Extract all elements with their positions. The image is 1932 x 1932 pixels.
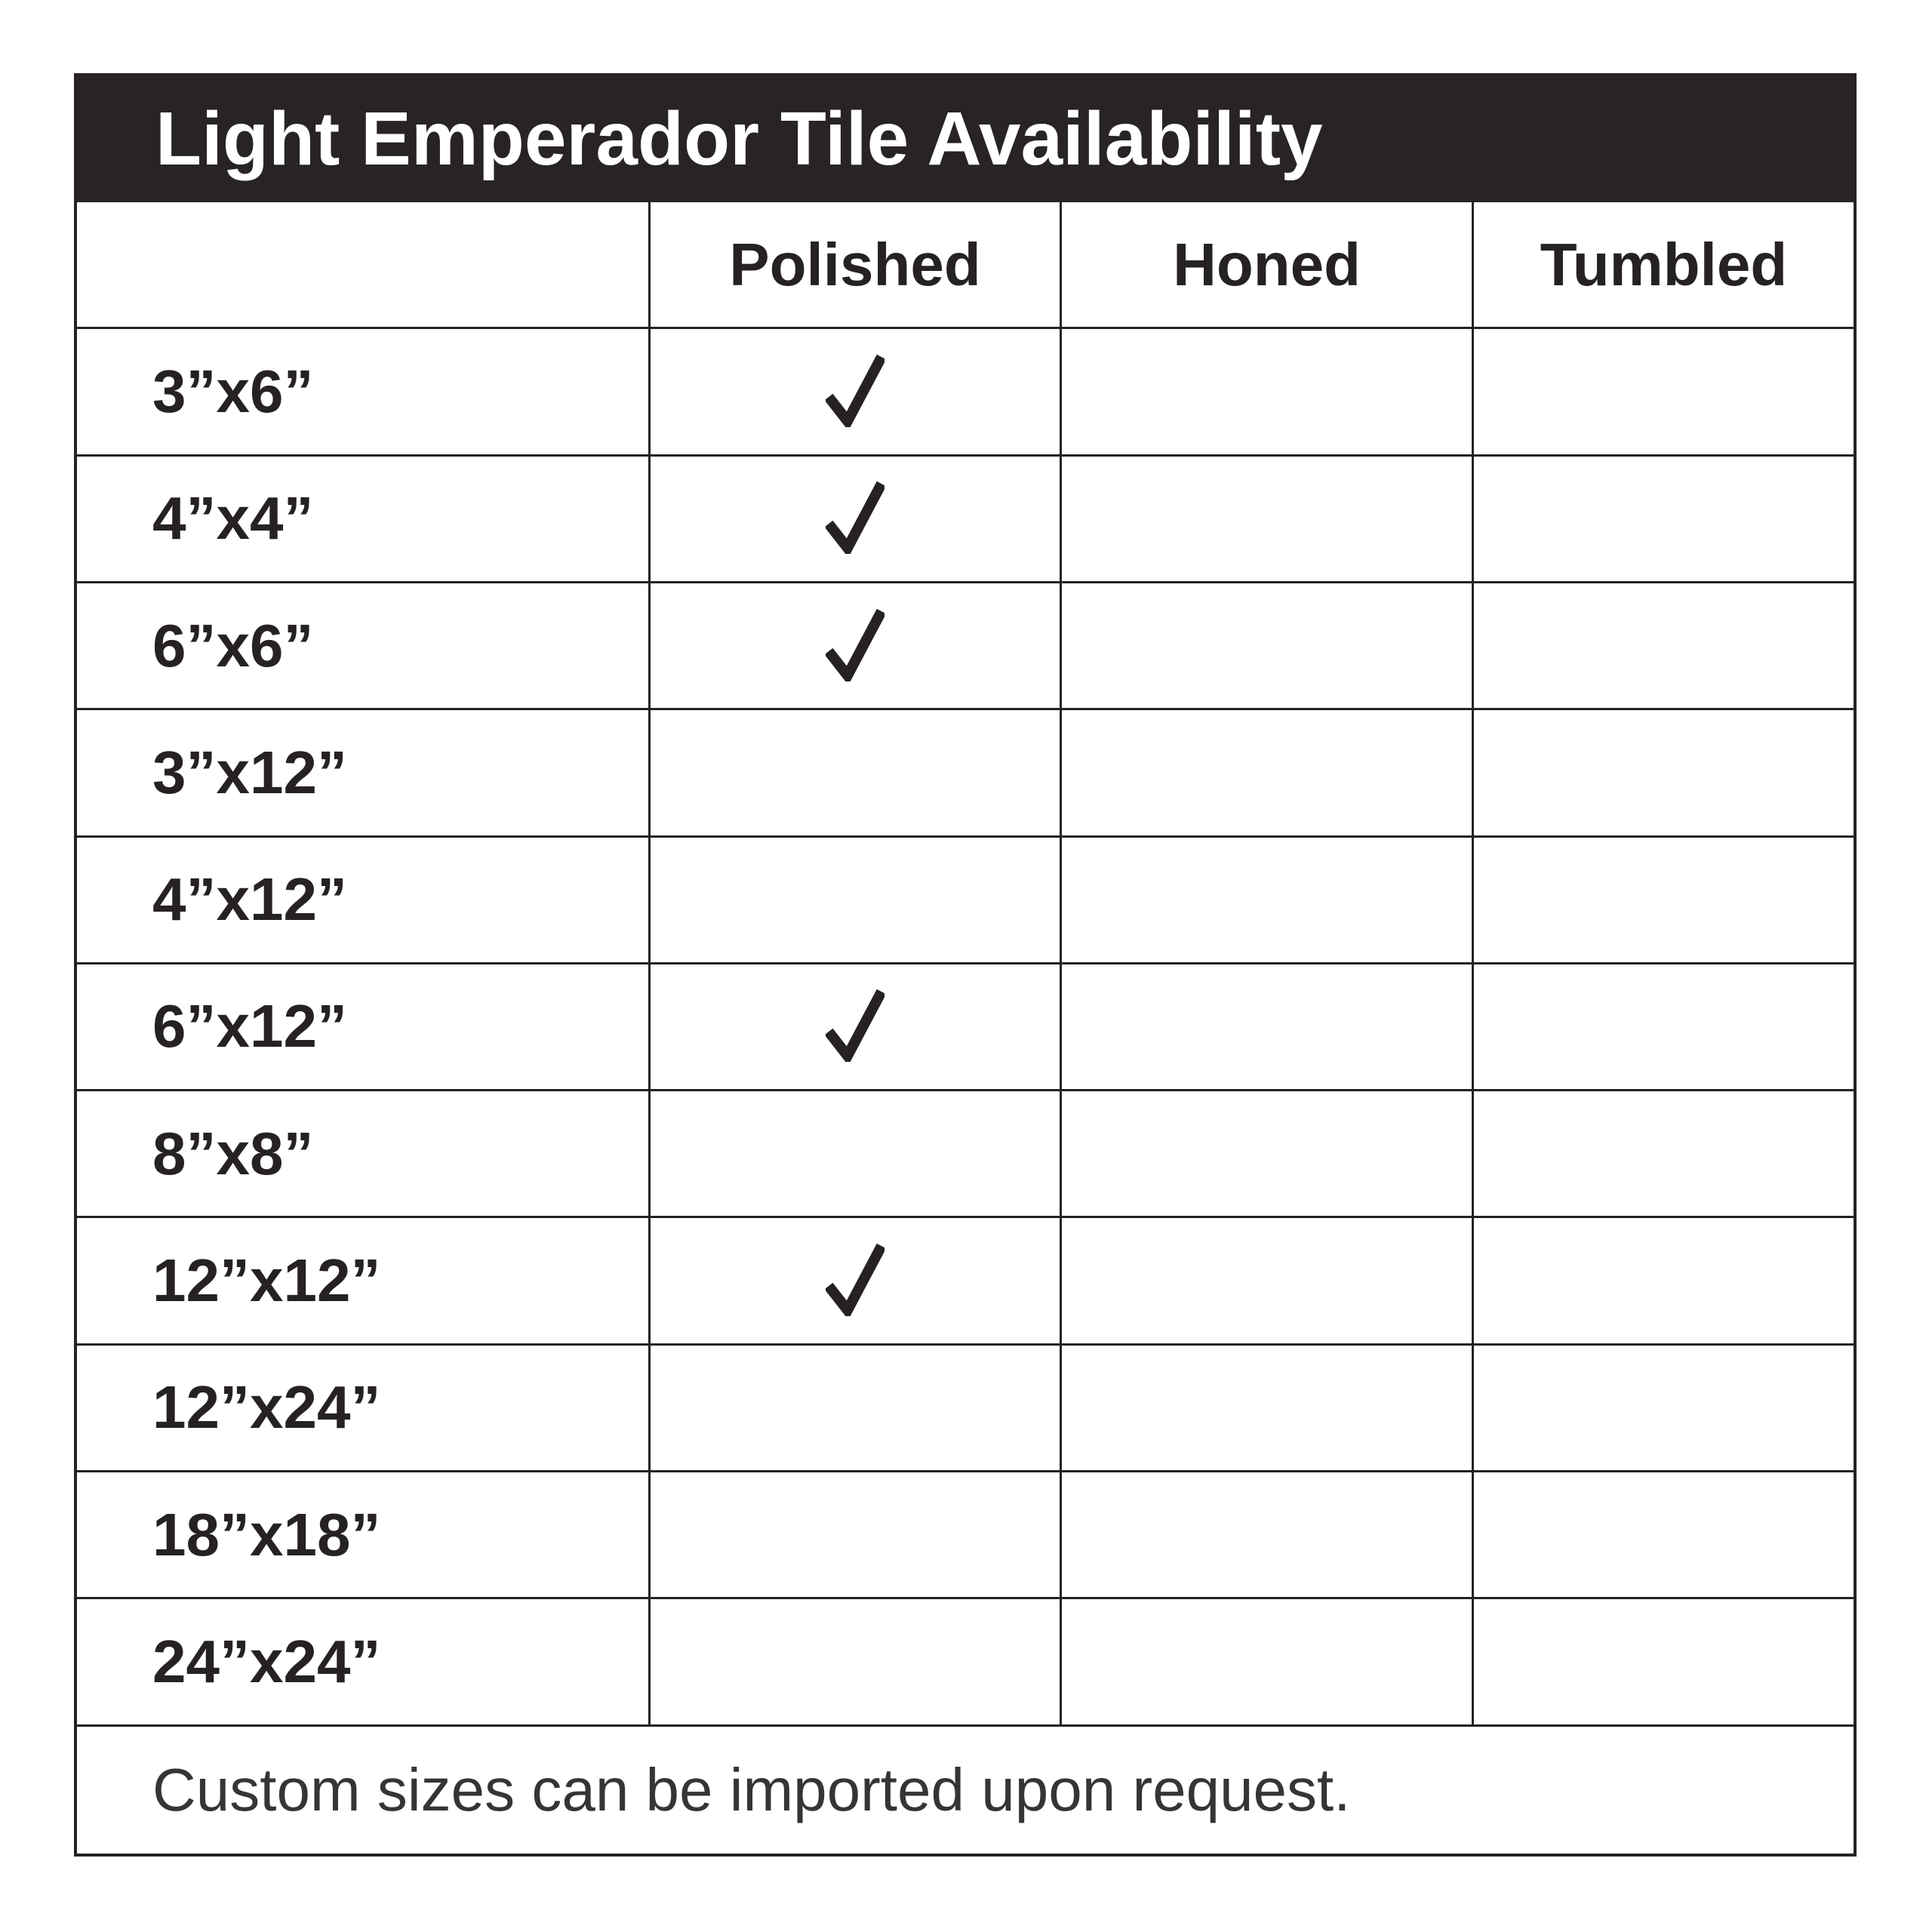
availability-cell-honed bbox=[1062, 1599, 1474, 1727]
availability-cell-honed bbox=[1062, 329, 1474, 457]
size-cell: 3”x6” bbox=[77, 329, 651, 457]
size-cell: 8”x8” bbox=[77, 1091, 651, 1219]
availability-cell-tumbled bbox=[1474, 1091, 1854, 1219]
column-header-tumbled: Tumbled bbox=[1474, 202, 1854, 330]
availability-cell-polished bbox=[651, 583, 1062, 711]
availability-cell-tumbled bbox=[1474, 1472, 1854, 1600]
size-cell: 4”x4” bbox=[77, 456, 651, 583]
check-icon bbox=[826, 986, 884, 1063]
availability-cell-polished bbox=[651, 1091, 1062, 1219]
availability-cell-tumbled bbox=[1474, 1599, 1854, 1727]
size-cell: 3”x12” bbox=[77, 710, 651, 838]
availability-cell-honed bbox=[1062, 964, 1474, 1092]
footer-note: Custom sizes can be imported upon reques… bbox=[152, 1755, 1351, 1823]
availability-cell-polished bbox=[651, 1218, 1062, 1346]
check-icon bbox=[826, 1241, 884, 1317]
availability-cell-polished bbox=[651, 1599, 1062, 1727]
availability-cell-tumbled bbox=[1474, 329, 1854, 457]
tile-availability-table: Light Emperador Tile Availability Polish… bbox=[74, 73, 1857, 1857]
table-grid: Polished Honed Tumbled 3”x6” 4” bbox=[77, 202, 1854, 1854]
size-cell: 12”x24” bbox=[77, 1345, 651, 1473]
size-cell: 12”x12” bbox=[77, 1218, 651, 1346]
availability-cell-tumbled bbox=[1474, 1346, 1854, 1473]
availability-cell-honed bbox=[1062, 1345, 1474, 1473]
availability-cell-polished bbox=[651, 1345, 1062, 1473]
column-header-blank bbox=[77, 202, 651, 330]
table-title-bar: Light Emperador Tile Availability bbox=[77, 76, 1854, 202]
size-cell: 18”x18” bbox=[77, 1472, 651, 1600]
page-title: Light Emperador Tile Availability bbox=[155, 97, 1323, 181]
availability-cell-tumbled bbox=[1474, 710, 1854, 838]
availability-cell-tumbled bbox=[1474, 838, 1854, 964]
availability-cell-tumbled bbox=[1474, 583, 1854, 711]
availability-cell-polished bbox=[651, 964, 1062, 1092]
check-icon bbox=[826, 606, 884, 681]
availability-cell-tumbled bbox=[1474, 457, 1854, 583]
size-cell: 4”x12” bbox=[77, 837, 651, 964]
size-cell: 6”x6” bbox=[77, 583, 651, 711]
availability-cell-polished bbox=[651, 456, 1062, 583]
check-icon bbox=[826, 478, 884, 555]
availability-cell-honed bbox=[1062, 710, 1474, 838]
availability-cell-honed bbox=[1062, 1472, 1474, 1600]
availability-cell-honed bbox=[1062, 583, 1474, 711]
availability-cell-honed bbox=[1062, 1218, 1474, 1346]
availability-cell-tumbled bbox=[1474, 1218, 1854, 1346]
availability-cell-polished bbox=[651, 329, 1062, 457]
check-icon bbox=[826, 352, 884, 427]
availability-cell-honed bbox=[1062, 837, 1474, 964]
size-cell: 6”x12” bbox=[77, 964, 651, 1092]
availability-cell-honed bbox=[1062, 1091, 1474, 1219]
column-header-polished: Polished bbox=[651, 202, 1062, 330]
availability-cell-polished bbox=[651, 710, 1062, 838]
availability-cell-tumbled bbox=[1474, 964, 1854, 1092]
column-header-honed: Honed bbox=[1062, 202, 1474, 330]
size-cell: 24”x24” bbox=[77, 1599, 651, 1727]
availability-cell-polished bbox=[651, 1472, 1062, 1600]
availability-cell-honed bbox=[1062, 456, 1474, 583]
availability-cell-polished bbox=[651, 837, 1062, 964]
